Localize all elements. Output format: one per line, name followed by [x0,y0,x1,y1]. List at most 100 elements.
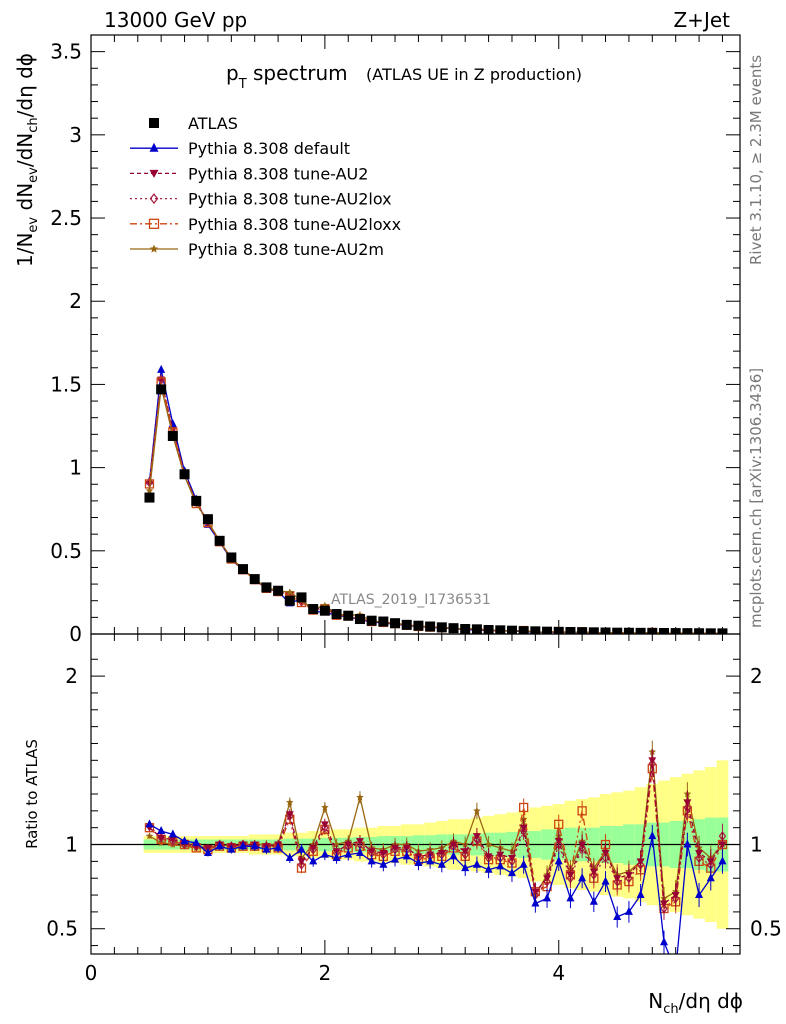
main-y-tick-label: 3 [69,123,82,147]
ratio-point-default [262,844,271,853]
process-label: Z+Jet [673,8,730,32]
data-point [249,574,260,585]
ratio-point-au2 [449,841,458,849]
ratio-y-tick-label-right: 1 [750,833,763,857]
ratio-point-au2 [168,836,177,844]
ratio-point-default [332,853,341,861]
data-point [565,627,576,634]
data-point [202,514,213,525]
data-point [694,628,705,634]
ratio-point-au2 [695,849,704,857]
ratio-point-default [461,863,470,872]
legend: ATLAS Pythia 8.308 default Pythia 8.308 tu… [130,114,401,259]
data-point [167,430,178,441]
data-point [448,623,459,634]
ratio-point-au2 [531,888,540,896]
data-point [682,628,693,634]
main-plot-area [144,364,728,634]
data-point [156,384,167,395]
data-point [238,564,249,575]
main-title-sub: T [238,77,247,92]
data-point [623,627,634,634]
ratio-point-au2 [344,841,353,849]
ratio-point-au2m [145,832,154,840]
main-y-tick-label: 2.5 [50,206,82,230]
data-point [647,627,658,634]
ratio-point-au2m [484,840,493,848]
data-point [284,595,295,606]
ratio-point-default [367,856,376,865]
legend-label-au2m: Pythia 8.308 tune-AU2m [188,240,384,259]
ratio-point-au2 [391,844,400,852]
ratio-point-default [391,854,400,863]
ratio-point-default [320,849,329,858]
ratio-point-au2 [437,849,446,857]
data-point [179,469,190,480]
legend-label-au2: Pythia 8.308 tune-AU2 [188,164,368,183]
ratio-y-tick-label: 2 [65,664,78,688]
ratio-point-au2 [718,841,727,849]
legend-marker-data [149,118,159,128]
rivet-label: Rivet 3.1.10, ≥ 2.3M events [747,55,765,265]
ratio-point-au2 [706,858,715,866]
data-point [378,616,389,627]
data-point [390,618,401,629]
ratio-point-default [227,844,236,853]
data-point [296,592,307,603]
ratio-point-au2 [285,811,294,819]
main-title: pT spectrum [226,61,348,92]
legend-marker-au2loxx [148,218,160,229]
ratio-point-default [203,847,212,856]
ratio-point-default [706,873,715,882]
ratio-point-au2lox [321,822,329,833]
ratio-point-au2 [355,838,364,846]
ratio-point-au2 [519,824,528,832]
ratio-point-default [449,851,458,860]
legend-label-au2lox: Pythia 8.308 tune-AU2lox [188,190,392,209]
ratio-point-au2 [578,841,587,849]
ratio-point-au2 [496,851,505,859]
ratio-point-au2 [589,868,598,876]
ratio-point-default [543,893,552,902]
ratio-point-default [344,849,353,858]
ratio-point-default [379,859,388,868]
data-point [191,495,202,506]
data-point [670,628,681,634]
ratio-point-default [285,853,294,861]
ratio-point-au2 [543,875,552,883]
x-tick-label: 2 [319,961,332,985]
data-point [226,552,237,563]
data-point [436,622,447,633]
data-point [600,627,611,634]
ratio-point-default [437,859,446,868]
ratio-point-default [589,896,598,905]
data-point [635,627,646,634]
main-point-au2m [286,588,294,596]
data-point [354,614,365,625]
ratio-point-au2loxx [577,806,587,816]
ratio-point-au2 [332,848,341,856]
data-point [506,625,517,634]
data-point [308,604,319,615]
data-point [717,628,728,634]
ratio-point-default [695,890,704,899]
ratio-point-default [659,937,668,946]
data-point [530,626,541,634]
data-point [460,624,471,634]
ratio-point-default [672,966,680,974]
ratio-point-au2 [367,848,376,856]
ratio-point-au2loxx [554,819,564,829]
ratio-point-default [215,841,224,850]
main-axes: 0 0.5 1 1.5 2 2.5 3 3.5 [50,35,740,646]
ratio-point-default [624,906,633,915]
main-title-suffix: (ATLAS UE in Z production) [366,65,582,84]
ratio-point-au2m [286,798,294,806]
ratio-point-au2 [507,855,516,862]
ratio-marks [144,740,728,974]
ratio-point-au2 [624,871,633,879]
ratio-point-au2m [321,803,329,811]
legend-marker-default [149,142,159,152]
ratio-point-default [402,851,411,860]
legend-label-data: ATLAS [188,114,238,133]
ratio-plot-area [144,740,728,974]
